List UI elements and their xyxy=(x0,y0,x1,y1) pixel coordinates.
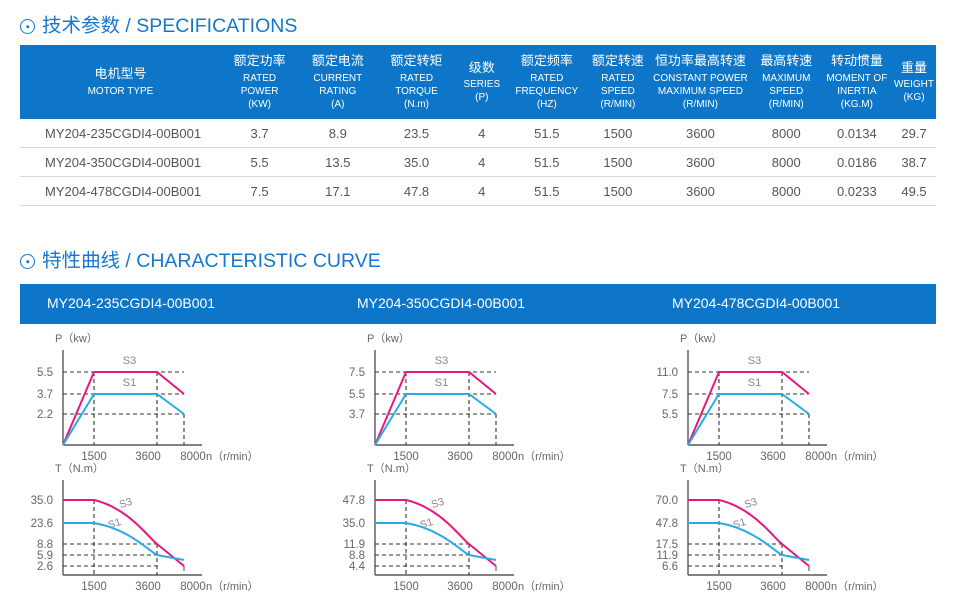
svg-text:n（r/min）: n（r/min） xyxy=(831,450,884,463)
svg-text:5.5: 5.5 xyxy=(37,367,53,379)
svg-text:2.6: 2.6 xyxy=(37,561,53,573)
svg-text:47.8: 47.8 xyxy=(343,495,365,507)
svg-text:70.0: 70.0 xyxy=(656,495,678,507)
svg-text:S3: S3 xyxy=(743,496,759,511)
svg-text:1500: 1500 xyxy=(81,581,107,593)
svg-text:3600: 3600 xyxy=(760,451,786,463)
svg-text:3600: 3600 xyxy=(447,451,473,463)
svg-text:2.2: 2.2 xyxy=(37,409,53,421)
svg-text:P（kw）: P（kw） xyxy=(680,332,723,345)
svg-text:S3: S3 xyxy=(748,355,761,367)
svg-text:1500: 1500 xyxy=(393,451,419,463)
svg-text:n（r/min）: n（r/min） xyxy=(518,450,571,463)
svg-text:S1: S1 xyxy=(123,377,136,389)
svg-text:P（kw）: P（kw） xyxy=(367,332,410,345)
svg-text:3600: 3600 xyxy=(135,451,161,463)
svg-text:47.8: 47.8 xyxy=(656,518,678,530)
svg-text:S3: S3 xyxy=(118,496,134,511)
svg-text:5.5: 5.5 xyxy=(349,389,365,401)
svg-text:S1: S1 xyxy=(419,516,435,531)
svg-text:P（kw）: P（kw） xyxy=(55,332,98,345)
svg-text:8000: 8000 xyxy=(492,451,518,463)
svg-text:8000: 8000 xyxy=(805,581,831,593)
svg-text:S1: S1 xyxy=(748,377,761,389)
svg-text:8000: 8000 xyxy=(180,581,206,593)
svg-text:T（N.m）: T（N.m） xyxy=(367,462,416,475)
svg-text:S1: S1 xyxy=(107,516,123,531)
svg-text:35.0: 35.0 xyxy=(31,495,53,507)
svg-text:3.7: 3.7 xyxy=(349,409,365,421)
svg-text:S3: S3 xyxy=(123,355,136,367)
svg-text:3.7: 3.7 xyxy=(37,389,53,401)
svg-text:n（r/min）: n（r/min） xyxy=(206,580,259,593)
svg-text:T（N.m）: T（N.m） xyxy=(55,462,104,475)
svg-text:4.4: 4.4 xyxy=(349,561,366,573)
svg-text:35.0: 35.0 xyxy=(343,518,365,530)
svg-text:6.6: 6.6 xyxy=(662,561,678,573)
svg-text:7.5: 7.5 xyxy=(662,389,678,401)
svg-text:3600: 3600 xyxy=(447,581,473,593)
svg-text:1500: 1500 xyxy=(393,581,419,593)
svg-text:n（r/min）: n（r/min） xyxy=(206,450,259,463)
svg-text:n（r/min）: n（r/min） xyxy=(831,580,884,593)
svg-text:23.6: 23.6 xyxy=(31,518,53,530)
svg-text:1500: 1500 xyxy=(81,451,107,463)
svg-text:1500: 1500 xyxy=(706,451,732,463)
svg-text:8000: 8000 xyxy=(805,451,831,463)
svg-text:S1: S1 xyxy=(732,516,748,531)
svg-text:S3: S3 xyxy=(435,355,448,367)
svg-text:S3: S3 xyxy=(430,496,446,511)
svg-text:S1: S1 xyxy=(435,377,448,389)
svg-text:3600: 3600 xyxy=(760,581,786,593)
svg-text:T（N.m）: T（N.m） xyxy=(680,462,729,475)
svg-text:11.0: 11.0 xyxy=(656,367,678,379)
svg-text:n（r/min）: n（r/min） xyxy=(518,580,571,593)
svg-text:3600: 3600 xyxy=(135,581,161,593)
svg-text:8000: 8000 xyxy=(180,451,206,463)
svg-text:7.5: 7.5 xyxy=(349,367,365,379)
svg-text:8000: 8000 xyxy=(492,581,518,593)
svg-text:1500: 1500 xyxy=(706,581,732,593)
svg-text:5.5: 5.5 xyxy=(662,409,678,421)
